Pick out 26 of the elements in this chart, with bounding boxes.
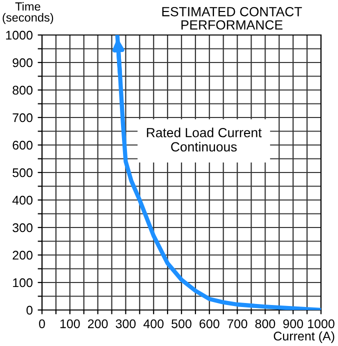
chart-title: ESTIMATED CONTACT PERFORMANCE [162, 6, 302, 30]
x-tick-label: 0 [39, 319, 45, 328]
y-tick-label: 1000 [6, 30, 32, 40]
y-tick-label: 100 [13, 278, 32, 288]
y-tick-label: 900 [12, 58, 32, 68]
x-tick-label: 900 [283, 319, 304, 328]
annotation: Rated Load Current Continuous [146, 128, 262, 152]
x-tick-label: 500 [172, 319, 192, 328]
x-tick-label: 1000 [308, 319, 334, 328]
x-axis-title: Current (A) [274, 331, 334, 343]
x-tick-label: 700 [228, 319, 248, 328]
y-tick-label: 800 [12, 86, 32, 95]
y-tick-label: 700 [12, 113, 32, 122]
x-tick-label: 800 [255, 319, 276, 328]
y-tick-label: 200 [12, 250, 32, 260]
x-tick-label: 200 [88, 319, 108, 328]
y-tick-label: 400 [12, 196, 32, 205]
x-tick-label: 100 [60, 319, 80, 328]
y-tick-label: 500 [12, 168, 32, 178]
y-tick-label: 0 [26, 306, 32, 315]
x-tick-label: 300 [116, 319, 136, 328]
x-tick-label: 600 [200, 319, 220, 328]
y-tick-label: 600 [12, 140, 32, 150]
x-tick-label: 400 [143, 319, 164, 328]
y-axis-title: Time (seconds) [2, 2, 54, 24]
y-tick-label: 300 [12, 223, 32, 232]
